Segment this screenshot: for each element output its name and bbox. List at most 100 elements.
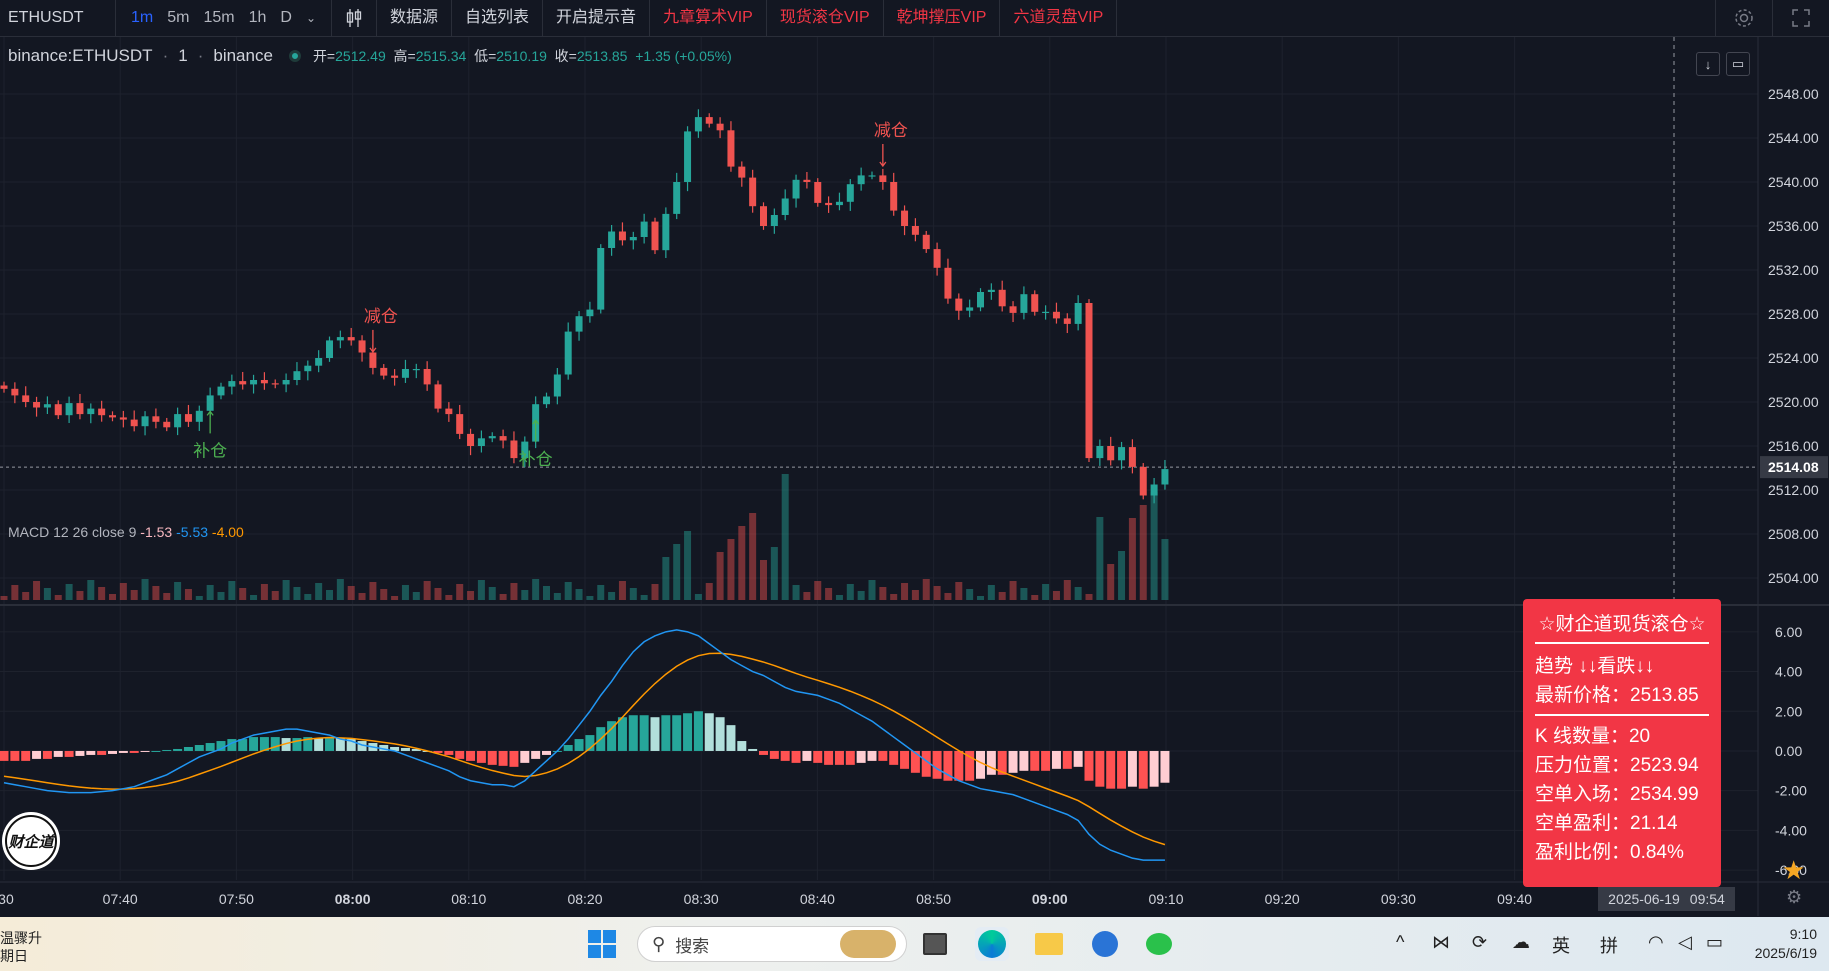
candle-body	[749, 177, 757, 207]
toggle-panel-icon[interactable]: ▭	[1726, 52, 1750, 76]
macd-histogram-bar	[672, 715, 682, 751]
watchlist-button[interactable]: 自选列表	[452, 0, 544, 36]
legend-symbol[interactable]: binance:ETHUSDT	[8, 46, 153, 65]
taskbar-search-input[interactable]: ⚲ 搜索	[637, 926, 907, 962]
legend-exchange: binance	[213, 46, 273, 65]
info-short-profit: 空单盈利：21.14	[1535, 813, 1678, 834]
volume-bar	[391, 596, 399, 600]
candle-body	[662, 213, 670, 251]
macd-histogram-bar	[216, 741, 226, 751]
candle-body	[781, 198, 789, 215]
macd-histogram-bar	[108, 750, 117, 754]
candle-type-icon[interactable]	[332, 0, 378, 36]
ime-english-toggle[interactable]: 英	[1552, 936, 1570, 956]
candle-body	[152, 416, 160, 422]
volume-bar	[618, 581, 626, 600]
scroll-down-icon[interactable]: ↓	[1696, 52, 1720, 76]
alert-sound-button[interactable]: 开启提示音	[543, 0, 651, 36]
time-tick-label: 08:50	[916, 891, 951, 907]
file-explorer-icon[interactable]	[1032, 927, 1066, 961]
candle-body	[412, 369, 420, 371]
macd-histogram-bar	[1095, 750, 1105, 787]
volume-bar	[1031, 595, 1039, 600]
time-tick-label: 07:40	[103, 891, 138, 907]
candle-body	[456, 414, 464, 434]
candle-body	[87, 408, 95, 415]
price-tick-label: 2504.00	[1768, 570, 1819, 586]
interval-5m[interactable]: 5m	[167, 9, 190, 26]
macd-signal-value: -4.00	[211, 524, 244, 540]
interval-d[interactable]: D	[280, 9, 292, 26]
vip-qiankun-button[interactable]: 乾坤撑压VIP	[884, 0, 1001, 36]
candle-body	[54, 404, 62, 416]
star-icon[interactable]: ★	[1782, 855, 1806, 885]
volume-bar	[510, 583, 518, 600]
close-label: 收=	[554, 48, 577, 64]
buy-arrow-head-icon	[206, 410, 214, 416]
time-axis: :30 07:40 07:50 08:00 08:10 08:20 08:30 08:40 08…	[0, 891, 1532, 907]
volume-bar	[749, 513, 757, 600]
volume-bar	[76, 591, 84, 600]
candle-body	[705, 117, 713, 124]
vip-jiuzhang-button[interactable]: 九章算术VIP	[650, 0, 767, 36]
candle-body	[890, 182, 898, 211]
edge-browser-icon[interactable]	[975, 927, 1009, 961]
macd-histogram-bar	[889, 750, 899, 765]
axis-settings-icon[interactable]: ⚙	[1786, 887, 1803, 907]
battery-icon[interactable]: ▭	[1706, 932, 1724, 952]
macd-histogram-bar	[715, 717, 725, 751]
candle-body	[174, 414, 182, 428]
settings-gear-icon[interactable]	[1715, 0, 1772, 36]
macd-legend: MACD 12 26 close 9 -1.53 -5.53 -4.00	[8, 524, 244, 540]
chevron-down-icon[interactable]: ⌄	[305, 11, 317, 25]
macd-histogram-bar	[965, 750, 975, 781]
volume-bar	[901, 583, 909, 600]
interval-15m[interactable]: 15m	[203, 9, 235, 26]
system-clock[interactable]: 9:10 2025/6/19	[1755, 925, 1817, 963]
macd-histogram-bar	[259, 737, 269, 751]
macd-histogram-bar	[64, 750, 74, 757]
data-source-button[interactable]: 数据源	[377, 0, 453, 36]
weather-widget[interactable]: 温骤升 期日	[0, 930, 42, 964]
vip-spot-roll-button[interactable]: 现货滚仓VIP	[767, 0, 884, 36]
symbol-selector[interactable]: ETHUSDT	[0, 0, 116, 36]
volume-bar	[673, 544, 681, 600]
candle-body	[130, 419, 138, 427]
macd-histogram-bar	[542, 750, 551, 755]
price-tick-label: 2540.00	[1768, 174, 1819, 190]
price-tick-label: 2548.00	[1768, 86, 1819, 102]
sell-annotation-label: 减仓	[874, 121, 908, 141]
tray-sync-icon[interactable]: ⟳	[1472, 932, 1488, 952]
start-menu-icon[interactable]	[585, 927, 619, 961]
tray-expand-icon[interactable]: ^	[1396, 932, 1405, 952]
macd-histogram-bar	[21, 750, 31, 761]
macd-histogram-bar	[878, 750, 888, 761]
task-view-icon[interactable]	[918, 927, 952, 961]
candle-body	[380, 367, 388, 376]
ime-pinyin-toggle[interactable]: 拼	[1600, 936, 1618, 956]
onedrive-icon[interactable]: ☁	[1512, 932, 1530, 952]
volume-icon[interactable]: ◁	[1678, 932, 1692, 952]
volume-bar	[315, 583, 323, 600]
macd-histogram-bar	[932, 750, 942, 779]
wechat-icon[interactable]	[1142, 927, 1176, 961]
tray-app-icon[interactable]: ⋈	[1432, 932, 1450, 952]
interval-1m[interactable]: 1m	[131, 9, 154, 26]
wifi-icon[interactable]: ◠	[1648, 932, 1664, 952]
macd-histogram-bar	[1106, 750, 1116, 789]
candle-body	[65, 403, 73, 416]
candle-body	[543, 396, 550, 405]
buy-annotation-label: 补仓	[519, 450, 553, 470]
time-tick-label: 09:00	[1032, 891, 1068, 907]
volume-bar	[781, 474, 789, 600]
volume-bar	[890, 594, 898, 600]
candle-body	[998, 289, 1006, 307]
fullscreen-icon[interactable]	[1772, 0, 1829, 36]
symbol-legend: binance:ETHUSDT · 1 · binance 开=2512.49 …	[8, 46, 732, 66]
volume-bar	[65, 584, 73, 600]
macd-histogram-bar	[118, 750, 128, 753]
app-blue-icon[interactable]	[1088, 927, 1122, 961]
interval-1h[interactable]: 1h	[248, 9, 267, 26]
vip-liudao-button[interactable]: 六道灵盘VIP	[1000, 0, 1118, 36]
macd-histogram-bar	[856, 750, 866, 763]
